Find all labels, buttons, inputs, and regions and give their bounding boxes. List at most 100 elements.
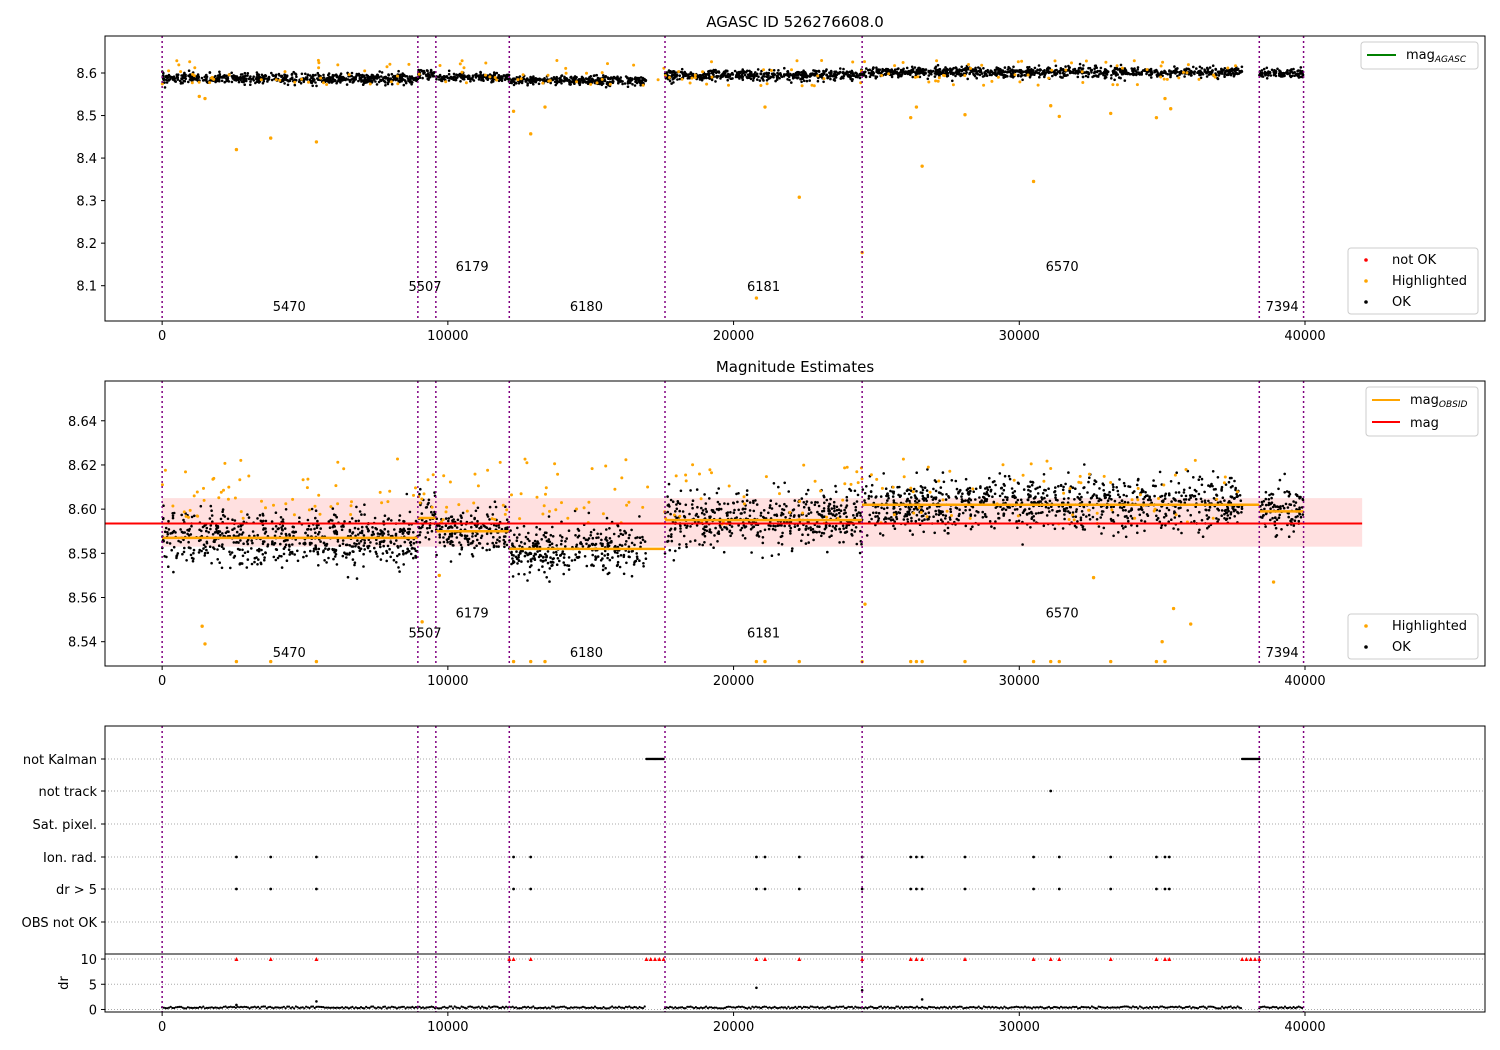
ok-point [462, 75, 465, 79]
ok-point [928, 515, 931, 519]
ok-point [366, 80, 369, 83]
ok-point [960, 69, 963, 72]
ok-point [1195, 67, 1198, 70]
highlighted-point [283, 70, 287, 74]
highlighted-point [727, 83, 730, 87]
highlighted-point [790, 68, 793, 72]
ok-point [644, 557, 648, 560]
ok-point [805, 525, 808, 528]
ok-point [859, 514, 862, 517]
highlighted-point [927, 80, 931, 84]
highlighted-point [632, 63, 636, 67]
ok-point [938, 68, 941, 71]
ok-point [1160, 71, 1164, 74]
ok-point [986, 70, 990, 74]
ok-point [726, 511, 730, 514]
ok-point [999, 69, 1003, 72]
highlighted-point [484, 61, 488, 65]
ok-point [310, 507, 314, 511]
ok-point [1192, 65, 1195, 69]
ok-point [425, 505, 429, 509]
highlighted-point [495, 78, 499, 82]
ok-point [360, 80, 363, 83]
ok-point [701, 73, 705, 77]
ok-point [685, 526, 688, 529]
ok-point [478, 76, 481, 79]
ok-point [1037, 71, 1041, 75]
ok-point [238, 533, 241, 536]
ok-point [767, 511, 770, 515]
ok-point [1076, 75, 1080, 79]
ok-point [949, 510, 953, 513]
ok-point [1058, 69, 1061, 73]
ok-point [1073, 69, 1076, 72]
ok-point [451, 519, 454, 522]
ok-point [745, 489, 749, 492]
ok-point [1128, 485, 1132, 489]
ok-point [215, 530, 218, 533]
ok-point [392, 76, 396, 80]
highlighted-point [307, 80, 310, 84]
ok-point [241, 75, 245, 79]
y-tick-label: 8.4 [76, 152, 97, 167]
ok-point [1004, 508, 1008, 512]
ok-point [671, 78, 675, 81]
ok-point [1262, 67, 1266, 71]
ok-point [547, 538, 551, 541]
ok-point [449, 540, 452, 544]
ok-point [381, 552, 385, 555]
ok-point [1201, 535, 1205, 538]
ok-point [741, 500, 744, 503]
ok-point [212, 540, 216, 543]
ok-point [395, 561, 398, 564]
ok-point [1208, 66, 1212, 69]
ok-point [1116, 73, 1119, 76]
ok-point [409, 75, 412, 79]
ok-point [402, 527, 406, 531]
ok-point [425, 527, 429, 530]
ok-point [680, 67, 684, 71]
ok-point [1203, 69, 1207, 73]
ok-point [523, 554, 527, 558]
ok-point [331, 507, 335, 510]
ok-point [422, 72, 425, 75]
ok-point [666, 495, 669, 498]
ok-point [163, 530, 167, 534]
ok-point [551, 557, 555, 561]
ok-point [801, 533, 804, 536]
ok-point [1085, 70, 1088, 74]
ok-point [1198, 69, 1202, 73]
ok-point [311, 79, 314, 83]
ok-point [619, 76, 623, 79]
highlighted-point [396, 74, 399, 78]
ok-point [476, 519, 479, 523]
ok-point [759, 511, 763, 515]
ok-point [279, 516, 283, 519]
ok-point [421, 525, 424, 529]
ok-point [634, 77, 638, 80]
ok-point [927, 70, 931, 74]
ok-point [944, 72, 948, 75]
ok-point [214, 80, 217, 84]
ok-point [182, 518, 185, 522]
ok-point [698, 78, 702, 81]
ok-point [921, 497, 925, 501]
ok-point [187, 69, 191, 72]
ok-point [716, 70, 719, 73]
ok-point [354, 534, 357, 538]
ok-point [817, 504, 821, 508]
ok-point [705, 510, 708, 514]
ok-point [722, 550, 726, 554]
highlighted-point [1226, 66, 1230, 70]
ok-point [331, 525, 335, 529]
ok-point [813, 503, 817, 507]
ok-point [376, 532, 380, 535]
ok-point [822, 495, 826, 499]
obsid-label: 5507 [408, 280, 441, 295]
ok-point [853, 489, 857, 493]
ok-point [464, 536, 468, 540]
ok-point [552, 561, 555, 564]
ok-point [360, 529, 364, 533]
ok-point [220, 545, 224, 548]
ok-point [345, 83, 349, 86]
